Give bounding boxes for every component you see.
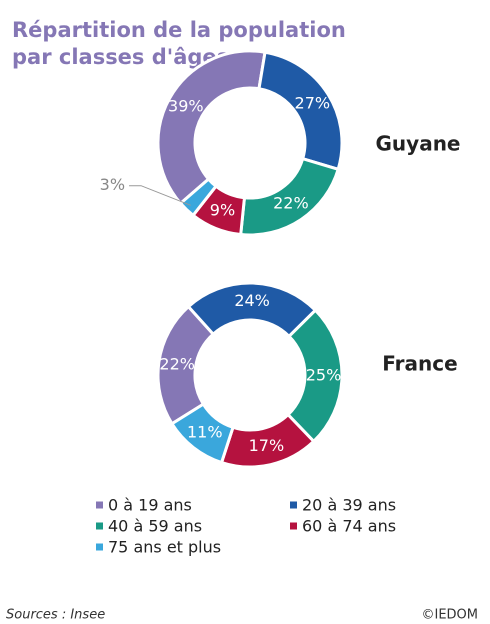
legend-marker [96, 522, 103, 530]
page-title: Répartition de la population [12, 18, 346, 42]
legend-marker [96, 543, 103, 551]
data-label: 25% [306, 365, 342, 384]
data-label: 17% [249, 436, 285, 455]
donut-segment [178, 176, 219, 218]
legend-label: 40 à 59 ans [108, 517, 202, 536]
data-label: 27% [295, 94, 331, 113]
data-label: 11% [187, 422, 223, 441]
legend-marker [290, 501, 297, 509]
data-label: 22% [159, 354, 195, 373]
legend-marker [290, 522, 297, 530]
legend-label: 75 ans et plus [108, 538, 221, 557]
source: Sources : Insee [6, 608, 105, 623]
data-label: 24% [234, 291, 270, 310]
legend-label: 0 à 19 ans [108, 496, 192, 515]
credit: ©IEDOM [421, 608, 478, 623]
chart-title: France [382, 352, 457, 376]
legend-label: 60 à 74 ans [302, 517, 396, 536]
page-title: par classes d'âges [12, 45, 229, 69]
data-label: 39% [168, 97, 204, 116]
legend-label: 20 à 39 ans [302, 496, 396, 515]
data-label: 9% [210, 201, 235, 220]
data-label: 3% [100, 175, 125, 194]
donut-segment [156, 49, 267, 206]
donut-segment [169, 402, 235, 465]
legend-marker [96, 501, 103, 509]
data-label: 22% [273, 194, 309, 213]
leader-line [129, 185, 191, 206]
chart-title: Guyane [376, 132, 461, 156]
